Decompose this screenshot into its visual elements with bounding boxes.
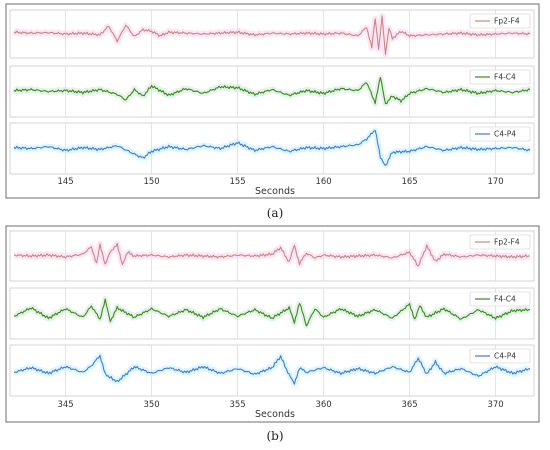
series-line-f4-c4 [13, 76, 531, 105]
panel-a-x-ticks: 145 150 155 160 165 170 [57, 177, 503, 187]
x-tick-label: 160 [315, 177, 331, 187]
series-line-fp2-f4 [13, 242, 530, 267]
panel-a-frame [5, 3, 540, 199]
legend-box [469, 13, 531, 29]
series-line-c4-p4 [13, 354, 531, 385]
figure-panel-a: Fp2-F4 F4-C4 C4-P4 145 150 155 160 165 170 Seco… [5, 3, 540, 199]
series-line-f4-c4 [13, 298, 530, 327]
panel-b-caption: (b) [266, 429, 283, 443]
subplot-b-f4-c4: F4-C4 [9, 287, 535, 340]
panel-a-x-label: Seconds [255, 186, 295, 197]
legend-box [469, 234, 531, 250]
subplot-a-fp2-f4: Fp2-F4 [9, 9, 535, 59]
subplot-frame [9, 122, 535, 175]
legend-box [469, 291, 531, 307]
x-tick-label: 150 [143, 177, 159, 187]
subplot-b-fp2-f4: Fp2-F4 [9, 230, 535, 282]
legend-f4-c4: F4-C4 [469, 69, 531, 85]
x-tick-label: 145 [57, 177, 73, 187]
legend-label: C4-P4 [494, 130, 516, 139]
series-line-fp2-f4 [13, 15, 531, 55]
subplot-frame [9, 9, 535, 59]
legend-c4-p4: C4-P4 [469, 348, 531, 364]
x-tick-label: 155 [229, 177, 245, 187]
subplot-frame [9, 344, 535, 397]
panel-b-x-label: Seconds [255, 409, 295, 420]
panel-a-subplots: Fp2-F4 F4-C4 C4-P4 [9, 9, 535, 175]
legend-label: F4-C4 [494, 295, 516, 304]
legend-label: Fp2-F4 [494, 238, 520, 247]
x-tick-label: 355 [229, 400, 245, 410]
legend-label: C4-P4 [494, 352, 516, 361]
legend-box [469, 69, 531, 85]
series-glow-f4-c4 [12, 296, 532, 329]
x-tick-label: 345 [57, 400, 73, 410]
subplot-b-c4-p4: C4-P4 [9, 344, 535, 397]
subplot-a-c4-p4: C4-P4 [9, 122, 535, 175]
x-tick-label: 165 [401, 177, 417, 187]
legend-fp2-f4: Fp2-F4 [469, 13, 531, 29]
x-tick-label: 360 [315, 400, 331, 410]
legend-label: Fp2-F4 [494, 17, 520, 26]
subplot-a-f4-c4: F4-C4 [9, 65, 535, 118]
figure-panel-b: Fp2-F4 F4-C4 C4-P4 345 350 355 360 365 370 Seco… [5, 225, 540, 423]
legend-f4-c4: F4-C4 [469, 291, 531, 307]
panel-b-x-ticks: 345 350 355 360 365 370 [57, 400, 503, 410]
series-line-c4-p4 [13, 129, 531, 166]
legend-label: F4-C4 [494, 73, 516, 82]
x-tick-label: 170 [487, 177, 503, 187]
legend-c4-p4: C4-P4 [469, 126, 531, 142]
subplot-frame [9, 287, 535, 340]
x-tick-label: 370 [487, 400, 503, 410]
x-tick-label: 365 [401, 400, 417, 410]
x-tick-label: 350 [143, 400, 159, 410]
legend-fp2-f4: Fp2-F4 [469, 234, 531, 250]
panel-b-frame [5, 225, 540, 423]
legend-box [469, 348, 531, 364]
series-glow-c4-p4 [12, 352, 532, 388]
panel-b-subplots: Fp2-F4 F4-C4 C4-P4 [9, 230, 535, 397]
legend-box [469, 126, 531, 142]
subplot-frame [9, 230, 535, 282]
subplot-frame [9, 65, 535, 118]
panel-a-caption: (a) [267, 206, 284, 220]
